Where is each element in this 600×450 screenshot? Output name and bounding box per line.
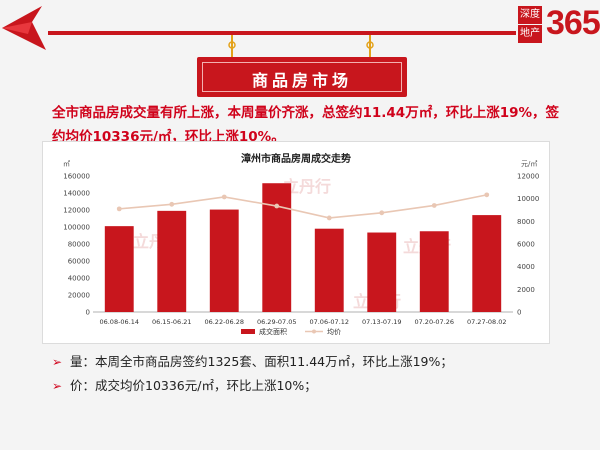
chart-title: 漳州市商品房周成交走势 <box>241 152 351 165</box>
left-tick-label: 140000 <box>63 190 90 198</box>
x-tick-label: 06.15-06.21 <box>152 318 192 326</box>
right-tick-label: 0 <box>517 309 521 317</box>
left-tick-label: 20000 <box>68 292 90 300</box>
left-tick-label: 120000 <box>63 207 90 215</box>
bar-area <box>314 228 344 312</box>
left-tick-label: 80000 <box>68 241 90 249</box>
legend-label-area: 成交面积 <box>259 327 287 336</box>
bar-area <box>157 210 187 312</box>
bar-area <box>209 209 239 312</box>
line-point <box>116 206 122 212</box>
left-tick-label: 0 <box>86 309 90 317</box>
hanging-strings <box>228 35 374 57</box>
logo-text-bottom: 地产 <box>518 25 542 43</box>
chart-svg: 立丹行立丹行立丹行立丹行漳州市商品房周成交走势㎡元/㎡0200004000060… <box>63 152 539 336</box>
x-tick-label: 06.22-06.28 <box>204 318 244 326</box>
x-tick-label: 06.08-06.14 <box>99 318 139 326</box>
right-tick-label: 4000 <box>517 263 535 271</box>
right-tick-label: 6000 <box>517 241 535 249</box>
line-point <box>431 203 437 208</box>
x-tick-label: 07.20-07.26 <box>414 318 454 326</box>
line-point <box>326 215 332 221</box>
legend-marker-price <box>312 329 316 334</box>
chart-frame: 立丹行立丹行立丹行立丹行漳州市商品房周成交走势㎡元/㎡0200004000060… <box>42 141 550 344</box>
line-point <box>221 194 227 200</box>
bullet-price: ➢ 价：成交均价10336元/㎡，环比上涨10%； <box>52 374 572 398</box>
bar-area <box>104 226 134 312</box>
arrow-bullet-icon: ➢ <box>52 355 63 369</box>
header-rule <box>48 31 516 35</box>
left-tick-label: 60000 <box>68 258 90 266</box>
x-tick-label: 07.27-08.02 <box>467 318 507 326</box>
bullet-list: ➢ 量：本周全市商品房签约1325套、面积11.44万㎡，环比上涨19%； ➢ … <box>52 350 572 398</box>
bar-area <box>262 183 292 312</box>
site-logo: 深度 地产 365 <box>518 4 600 44</box>
right-tick-label: 2000 <box>517 286 535 294</box>
bar-area <box>367 232 397 312</box>
line-point <box>484 192 490 198</box>
left-tick-label: 40000 <box>68 275 90 283</box>
right-tick-label: 12000 <box>517 173 539 181</box>
bar-area <box>472 215 502 312</box>
x-tick-label: 07.06-07.12 <box>309 318 349 326</box>
right-tick-label: 8000 <box>517 218 535 226</box>
logo-text-top: 深度 <box>518 6 542 24</box>
bullet-volume: ➢ 量：本周全市商品房签约1325套、面积11.44万㎡，环比上涨19%； <box>52 350 572 374</box>
section-title: 商品房市场 <box>251 71 352 90</box>
right-tick-label: 10000 <box>517 195 539 203</box>
line-point <box>169 201 175 207</box>
section-banner: 商品房市场 <box>197 57 407 97</box>
watermark-brand: 立丹行 <box>283 177 331 196</box>
left-axis-unit: ㎡ <box>63 160 70 168</box>
arrow-bullet-icon: ➢ <box>52 379 63 393</box>
right-axis-unit: 元/㎡ <box>521 160 537 168</box>
legend-swatch-area <box>241 329 255 334</box>
left-tick-label: 160000 <box>63 173 90 181</box>
bar-area <box>419 231 449 312</box>
bullet-text: 价：成交均价10336元/㎡，环比上涨10%； <box>70 378 317 393</box>
left-tick-label: 100000 <box>63 224 90 232</box>
legend-label-price: 均价 <box>327 327 341 336</box>
line-point <box>274 203 280 209</box>
x-tick-label: 06.29-07.05 <box>257 318 297 326</box>
bullet-text: 量：本周全市商品房签约1325套、面积11.44万㎡，环比上涨19%； <box>70 354 453 369</box>
logo-number: 365 <box>546 4 600 42</box>
series-line-price <box>119 194 487 219</box>
line-point <box>379 210 385 216</box>
x-tick-label: 07.13-07.19 <box>362 318 402 326</box>
